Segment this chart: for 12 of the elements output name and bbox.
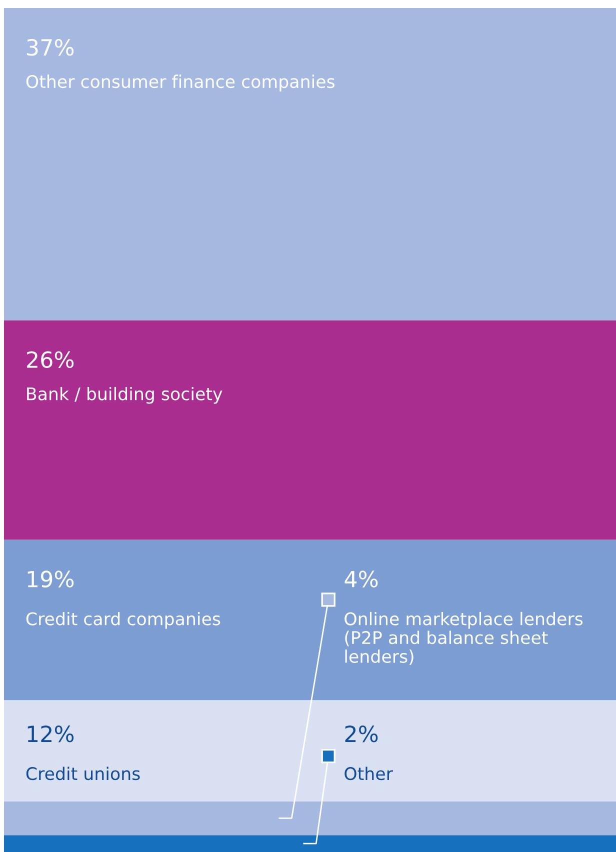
data-label: 2% bbox=[345, 725, 378, 742]
legend-label: Other bbox=[344, 766, 393, 780]
series-label: Credit card companies bbox=[26, 612, 220, 629]
series-label: Credit unions bbox=[26, 766, 140, 780]
series-label: Bank / building society bbox=[27, 386, 222, 404]
series-label: Other consumer finance companies bbox=[26, 74, 334, 92]
data-label: 12% bbox=[28, 725, 74, 742]
data-label: 4% bbox=[344, 570, 378, 588]
data-label: 19% bbox=[28, 570, 74, 588]
data-label: 37% bbox=[27, 38, 74, 56]
data-label: 26% bbox=[27, 351, 74, 368]
text: Online marketplace lenders (P2P and balance sheet lenders) bbox=[344, 612, 583, 665]
